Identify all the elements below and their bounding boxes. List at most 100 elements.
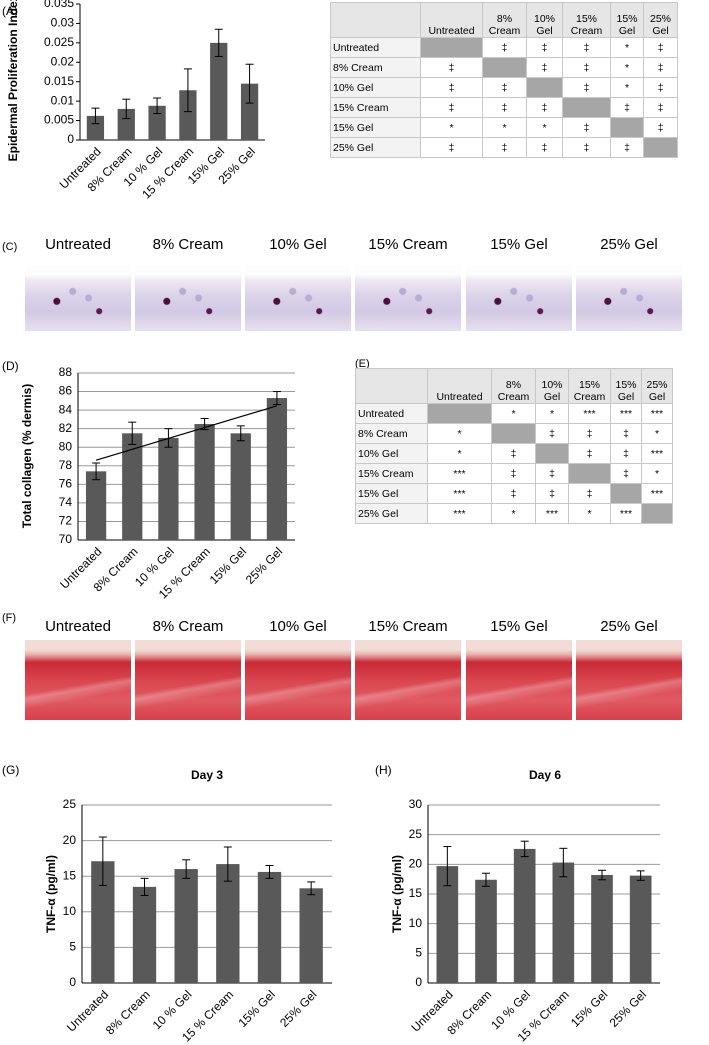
- y-tick-label: 0.015: [44, 74, 74, 88]
- table-row: 15% Cream *** ‡ ‡ ‡ *: [355, 463, 673, 484]
- image-caption: 25% Gel: [600, 236, 658, 253]
- table-row: Untreated ‡ ‡ ‡ * ‡: [330, 37, 678, 58]
- significance-cell: ‡: [420, 137, 483, 158]
- row-header: 8% Cream: [355, 423, 428, 444]
- y-tick-label: 0.03: [51, 16, 75, 30]
- micrograph: [25, 265, 131, 331]
- image-caption: 15% Cream: [368, 618, 448, 635]
- bar: [552, 862, 575, 983]
- y-tick-label: 0.035: [44, 0, 74, 10]
- significance-cell: ‡: [643, 57, 678, 78]
- diagonal-cell: [427, 403, 492, 424]
- bar: [513, 848, 536, 983]
- image-caption: 25% Gel: [600, 618, 658, 635]
- significance-cell: ‡: [482, 37, 527, 58]
- image-caption: 15% Gel: [490, 618, 548, 635]
- significance-cell: ‡: [526, 57, 563, 78]
- table-row: 25% Gel ‡ ‡ ‡ ‡ ‡: [330, 137, 678, 158]
- micrograph: [135, 265, 241, 331]
- table-row: Untreated * * *** *** ***: [355, 403, 673, 424]
- bar: [216, 864, 240, 983]
- row-header: 15% Gel: [355, 483, 428, 504]
- corner-cell: [355, 368, 428, 404]
- significance-cell: *: [610, 57, 644, 78]
- micrograph: [355, 640, 461, 720]
- image-caption: 10% Gel: [269, 618, 327, 635]
- significance-cell: ‡: [491, 463, 536, 484]
- diagonal-cell: [643, 137, 678, 158]
- x-tick-label: 25% Gel: [607, 987, 649, 1029]
- chart-title: Day 3: [191, 768, 223, 782]
- x-tick-label: 15% Gel: [207, 544, 249, 586]
- diagonal-cell: [482, 57, 527, 78]
- row-header: 15% Gel: [330, 117, 421, 138]
- image-caption: 8% Cream: [152, 618, 224, 635]
- significance-cell: ***: [610, 503, 642, 524]
- panel-label: (D): [2, 359, 19, 373]
- significance-cell: ‡: [610, 423, 642, 444]
- column-header: 25% Gel: [643, 2, 678, 38]
- table-row: 10% Gel * ‡ ‡ ‡ ***: [355, 443, 673, 464]
- significance-cell: ‡: [568, 443, 611, 464]
- table-row: 25% Gel *** * *** * ***: [355, 503, 673, 524]
- bar: [230, 433, 251, 540]
- significance-cell: ‡: [562, 137, 611, 158]
- bar: [299, 888, 323, 983]
- y-tick-label: 15: [63, 868, 77, 882]
- panel-label: (C): [2, 241, 18, 253]
- panel-label: (E): [355, 358, 370, 370]
- row-header: Untreated: [330, 37, 421, 58]
- micrograph: [466, 265, 572, 331]
- significance-cell: ‡: [562, 77, 611, 98]
- diagonal-cell: [641, 503, 673, 524]
- column-header: 15% Cream: [562, 2, 611, 38]
- significance-cell: *: [427, 443, 492, 464]
- diagonal-cell: [526, 77, 563, 98]
- table-row: 15% Gel * * * ‡ ‡: [330, 117, 678, 138]
- column-header: 15% Cream: [568, 368, 611, 404]
- y-tick-label: 88: [59, 365, 73, 379]
- significance-table: Untreated 8% Cream 10% Gel 15% Cream 15% Gel…: [355, 368, 673, 524]
- image-caption: 8% Cream: [152, 236, 224, 253]
- corner-cell: [330, 2, 421, 38]
- micrograph: [466, 640, 572, 720]
- significance-cell: ***: [641, 403, 673, 424]
- significance-cell: ‡: [643, 37, 678, 58]
- bar: [436, 866, 459, 983]
- y-tick-label: 0.01: [51, 93, 75, 107]
- y-tick-label: 0: [415, 975, 422, 989]
- y-tick-label: 84: [59, 402, 73, 416]
- row-header: 10% Gel: [330, 77, 421, 98]
- bar: [91, 861, 115, 983]
- significance-cell: ***: [427, 483, 492, 504]
- micrograph: [245, 640, 351, 720]
- significance-cell: ‡: [610, 137, 644, 158]
- y-tick-label: 86: [59, 384, 73, 398]
- panel-label: (F): [2, 612, 17, 624]
- y-tick-label: 70: [59, 532, 73, 546]
- bar: [122, 433, 143, 540]
- y-tick-label: 78: [59, 458, 73, 472]
- bar: [194, 424, 215, 540]
- x-tick-label: 15% Gel: [235, 987, 277, 1029]
- significance-cell: ‡: [535, 483, 569, 504]
- y-tick-label: 5: [69, 940, 76, 954]
- significance-cell: *: [641, 423, 673, 444]
- diagonal-cell: [420, 37, 483, 58]
- column-header: 8% Cream: [482, 2, 527, 38]
- bar: [86, 115, 105, 140]
- y-tick-label: 0.02: [51, 54, 75, 68]
- significance-cell: ‡: [491, 443, 536, 464]
- bar: [591, 875, 613, 983]
- significance-cell: ‡: [643, 97, 678, 118]
- bar: [158, 437, 179, 540]
- significance-table: Untreated 8% Cream 10% Gel 15% Cream 15% Gel…: [330, 2, 678, 158]
- significance-cell: ‡: [610, 463, 642, 484]
- significance-cell: *: [491, 503, 536, 524]
- table-row: 10% Gel ‡ ‡ ‡ * ‡: [330, 77, 678, 98]
- y-tick-label: 5: [415, 946, 422, 960]
- table-row: 15% Gel *** ‡ ‡ ‡ ***: [355, 483, 673, 504]
- significance-cell: ‡: [562, 37, 611, 58]
